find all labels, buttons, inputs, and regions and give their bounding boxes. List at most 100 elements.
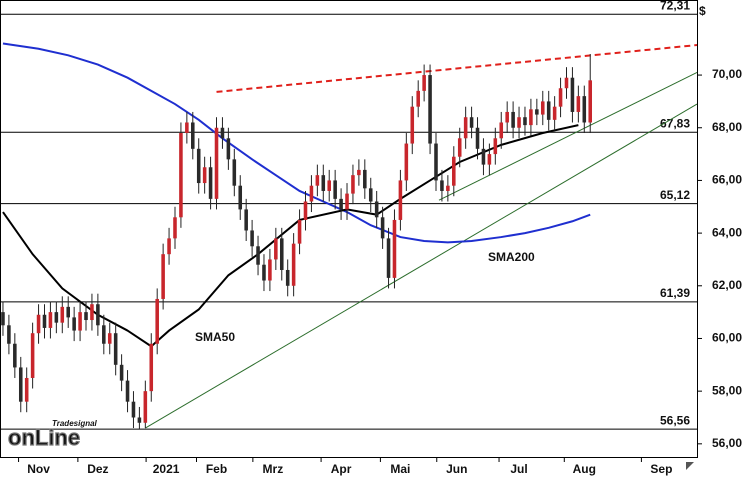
candle-body [179, 133, 183, 218]
y-tick-label: 68,00 [712, 120, 742, 134]
series-label: SMA200 [488, 250, 535, 264]
candle-body [535, 109, 539, 115]
logo-small: Tradesignal [52, 419, 98, 428]
candle-body [291, 243, 296, 286]
x-tick-label: Mai [390, 462, 410, 476]
logo-main: onLine [8, 425, 80, 450]
series-label: SMA50 [195, 330, 235, 344]
candle-body [416, 90, 420, 107]
candle-body [244, 209, 248, 231]
y-tick-label: 62,00 [712, 278, 742, 292]
y-tick-label: 64,00 [712, 225, 742, 239]
x-tick-label: Apr [331, 462, 352, 476]
candle-body [60, 306, 65, 323]
candle-body [137, 417, 142, 423]
y-tick-label: 66,00 [712, 173, 742, 187]
candle-body [588, 80, 593, 123]
candle-body [333, 180, 337, 199]
x-tick-label: 2021 [153, 462, 180, 476]
candle-body [529, 109, 533, 126]
candle-body [90, 304, 94, 321]
candle-body [440, 180, 444, 191]
candle-body [452, 156, 456, 186]
level-label: 72,31 [660, 0, 690, 12]
candle-body [250, 230, 254, 247]
candle-body [505, 111, 509, 123]
candle-body [368, 188, 373, 202]
candle-body [540, 101, 545, 115]
candle-body [66, 306, 70, 318]
x-tick-label: Sep [650, 462, 672, 476]
y-tick-label: 56,00 [712, 436, 742, 450]
plot-frame [0, 0, 698, 458]
candle-body [167, 238, 171, 255]
candle-body [374, 201, 379, 218]
candle-body [125, 380, 130, 402]
candle-body [321, 175, 326, 191]
candle-body [202, 167, 207, 184]
candle-body [279, 238, 284, 270]
candle-body [54, 312, 59, 323]
candle-body [582, 96, 587, 123]
candle-body [191, 122, 195, 149]
candle-body [511, 111, 515, 128]
x-tick-label: Jul [510, 462, 527, 476]
candle-body [102, 325, 106, 344]
candle-body [285, 269, 290, 286]
candle-body [173, 217, 177, 239]
candle-body [493, 138, 498, 155]
candle-body [143, 391, 148, 423]
trendline [216, 44, 698, 93]
candle-body [155, 298, 159, 344]
candle-body [422, 75, 426, 91]
candle-body [552, 106, 557, 120]
candle-body [434, 143, 438, 181]
candle-body [268, 259, 272, 281]
candle-body [13, 343, 17, 368]
candle-body [84, 312, 88, 321]
candle-body [214, 127, 219, 199]
candle-body [24, 377, 29, 402]
candle-body [392, 219, 397, 278]
candle-body [345, 193, 349, 210]
candle-body [42, 314, 47, 328]
candle-body [576, 96, 581, 112]
level-label: 65,12 [660, 188, 690, 202]
candle-body [30, 333, 35, 378]
candle-body [274, 238, 278, 260]
candle-body [232, 159, 237, 186]
candle-body [446, 185, 450, 191]
candle-body [570, 77, 575, 112]
candle-body [339, 198, 343, 210]
y-unit: $ [699, 4, 706, 18]
candle-body [297, 219, 302, 244]
candle-body [499, 122, 504, 139]
candle-body [546, 101, 551, 120]
candle-body [256, 246, 260, 265]
candle-body [220, 127, 225, 139]
x-tick-label: Dez [87, 462, 108, 476]
x-tick-label: Jun [446, 462, 467, 476]
candle-body [7, 325, 11, 344]
trendline [438, 71, 698, 201]
candle-body [410, 106, 415, 144]
y-tick-label: 70,00 [712, 67, 742, 81]
candle-body [262, 264, 266, 281]
candle-body [457, 138, 462, 157]
candle-body [113, 333, 118, 365]
candle-body [398, 180, 403, 220]
x-tick-label: Mrz [263, 462, 284, 476]
candle-body [161, 254, 165, 299]
candle-body [208, 167, 213, 199]
candle-body [149, 343, 154, 392]
y-tick-label: 58,00 [712, 383, 742, 397]
candle-body [517, 117, 521, 128]
level-label: 56,56 [660, 413, 690, 427]
candle-body [523, 117, 527, 126]
candle-body [481, 148, 486, 165]
level-label: 61,39 [660, 286, 690, 300]
candle-body [327, 180, 332, 191]
scroll-icon [686, 462, 694, 470]
